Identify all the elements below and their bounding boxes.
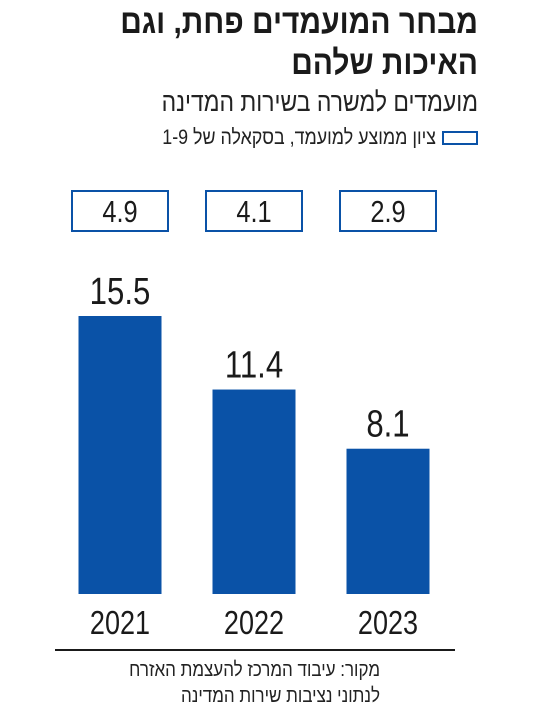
score-label: 4.9 bbox=[102, 195, 137, 230]
chart-subtitle: מועמדים למשרה בשירות המדינה bbox=[161, 87, 478, 117]
bar-2021 bbox=[78, 316, 162, 594]
chart-title: מבחר המועמדים פחת, וגם האיכות שלהם bbox=[120, 3, 478, 82]
score-box bbox=[339, 190, 437, 232]
bar-2023 bbox=[346, 448, 430, 594]
bar-value-label: 11.4 bbox=[225, 345, 283, 387]
bar-value-label: 15.5 bbox=[90, 271, 151, 313]
x-tick-label: 2023 bbox=[358, 606, 418, 642]
x-tick-label: 2021 bbox=[90, 606, 150, 642]
legend-swatch-outline-box bbox=[442, 131, 478, 145]
score-label: 2.9 bbox=[370, 195, 405, 230]
bar-value-label: 8.1 bbox=[366, 404, 409, 446]
x-tick-label: 2022 bbox=[224, 606, 284, 642]
source-line-1: מקור: עיבוד המרכז להעצמת האזרח bbox=[129, 659, 380, 681]
source-note: מקור: עיבוד המרכז להעצמת האזרח לנתוני נצ… bbox=[74, 657, 380, 709]
score-label: 4.1 bbox=[236, 195, 271, 230]
bar-2022 bbox=[212, 389, 296, 594]
legend: ציון ממוצע למועמד, בסקאלה של 1-9 bbox=[114, 126, 478, 150]
score-box bbox=[71, 190, 169, 232]
score-box bbox=[205, 190, 303, 232]
source-line-2: לנתוני נציבות שירות המדינה bbox=[180, 685, 380, 707]
legend-label: ציון ממוצע למועמד, בסקאלה של 1-9 bbox=[162, 126, 436, 149]
